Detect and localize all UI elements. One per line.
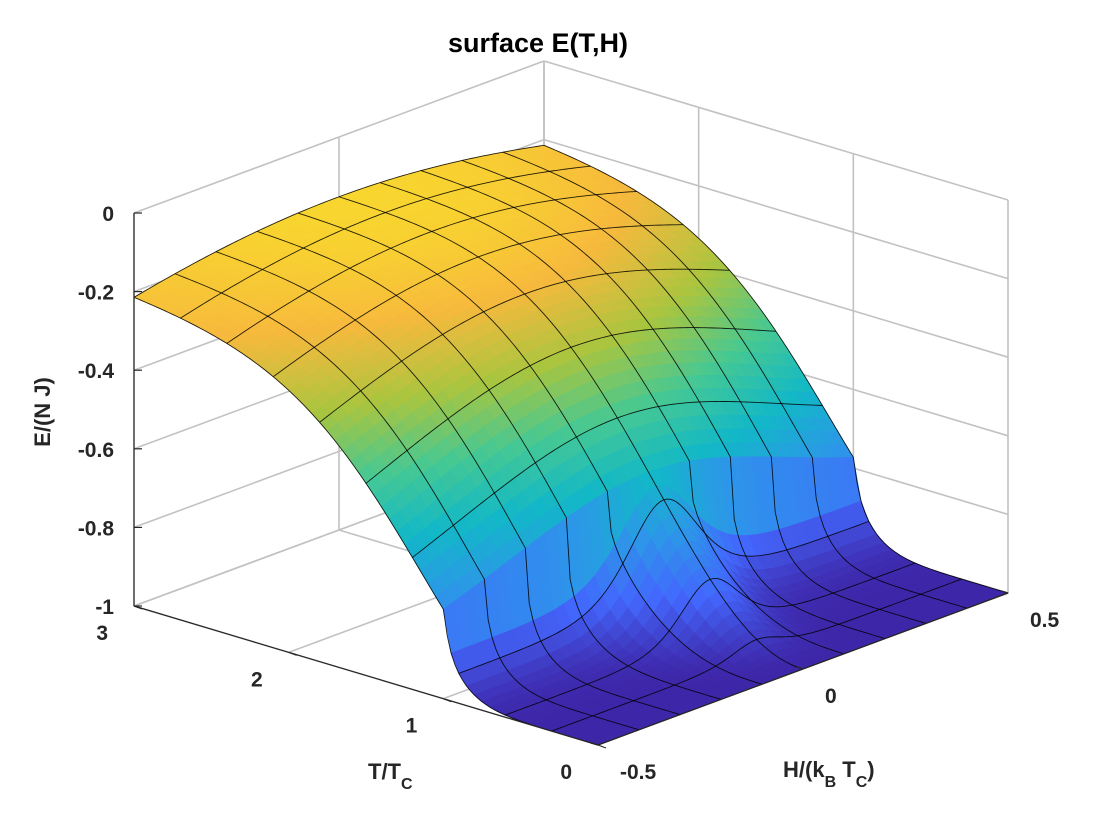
- y-axis-tick: [597, 744, 607, 749]
- x-tick-label: 0: [825, 685, 837, 708]
- mesh-line-const-t: [319, 268, 730, 423]
- x-axis-label-mid: T: [836, 757, 856, 782]
- y-tick-label: 0: [560, 761, 572, 784]
- x-axis-tick: [590, 742, 599, 746]
- y-tick-label: 2: [251, 668, 263, 691]
- z-tick-label: -0.6: [78, 439, 114, 462]
- x-axis-label: H/(kB TC): [783, 757, 875, 791]
- mesh-line-const-t: [133, 144, 545, 298]
- mesh-line-const-t: [412, 401, 823, 558]
- y-axis-line: [133, 605, 599, 746]
- x-tick-label: -0.5: [620, 761, 657, 784]
- axes-lines: [133, 212, 1009, 749]
- mesh-line-const-t: [551, 578, 962, 732]
- mesh-line-const-t: [180, 165, 591, 319]
- y-axis-label-main: T/T: [368, 759, 402, 784]
- wall-gridline-e: [543, 60, 1009, 201]
- x-axis-label-main: H/(k: [783, 757, 825, 782]
- x-axis-label-end: ): [867, 757, 874, 782]
- y-axis-tick: [288, 651, 297, 656]
- z-tick-label: -0.8: [78, 517, 115, 540]
- chart-title: surface E(T,H): [448, 28, 628, 58]
- z-tick-label: 0: [102, 203, 114, 226]
- axes-labels: surface E(T,H) E/(N J) T/TC H/(kB TC) -0…: [30, 28, 1060, 793]
- y-tick-label: 3: [96, 622, 108, 645]
- x-tick-label: 0.5: [1030, 609, 1060, 632]
- mesh-line-const-t: [226, 190, 637, 344]
- z-tick-label: -1: [95, 596, 114, 619]
- y-axis-label: T/TC: [368, 759, 413, 793]
- z-axis-label: E/(N J): [30, 377, 55, 447]
- surface: [133, 144, 1009, 746]
- mesh-line-const-t: [458, 498, 869, 674]
- z-tick-label: -0.4: [78, 360, 115, 383]
- mesh-line-const-t: [272, 224, 684, 378]
- wall-gridline-e: [133, 60, 545, 214]
- wall-gridline-e: [543, 138, 1009, 280]
- z-tick-label: -0.2: [78, 282, 114, 305]
- mesh-line-const-t: [505, 562, 916, 716]
- y-tick-label: 1: [406, 715, 418, 738]
- y-axis-tick: [443, 698, 452, 703]
- x-axis-tick: [1000, 590, 1009, 594]
- mesh-line-const-t: [365, 327, 777, 484]
- x-axis-label-sub2: C: [856, 774, 868, 791]
- y-axis-label-sub: C: [401, 776, 413, 793]
- x-axis-label-sub: B: [825, 774, 837, 791]
- x-axis-tick: [795, 666, 804, 670]
